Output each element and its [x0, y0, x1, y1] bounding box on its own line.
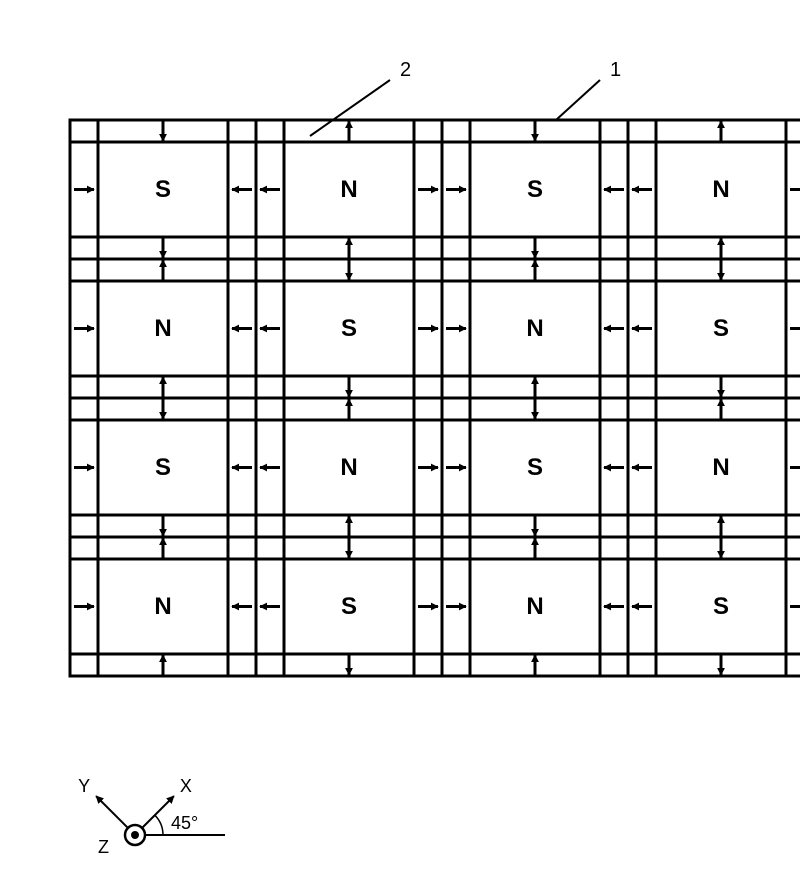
- pole-label: N: [154, 593, 171, 620]
- pole-label: N: [340, 176, 357, 203]
- pole-label: S: [155, 176, 171, 203]
- axis-label: X: [180, 776, 192, 796]
- axis-indicator: X Y Z 45°: [78, 776, 225, 857]
- callout-label: 2: [400, 59, 411, 81]
- pole-label: S: [713, 315, 729, 342]
- pole-label: N: [526, 315, 543, 342]
- pole-label: N: [526, 593, 543, 620]
- pole-label: N: [712, 454, 729, 481]
- pole-label: N: [154, 315, 171, 342]
- callout-label: 1: [610, 59, 621, 81]
- axis-label: 45°: [171, 813, 198, 833]
- callout: 2: [310, 59, 411, 136]
- axis-label: Y: [78, 776, 90, 796]
- pole-label: S: [341, 315, 357, 342]
- callout: 1: [556, 59, 621, 120]
- axis-label: Z: [98, 837, 109, 857]
- pole-label: N: [340, 454, 357, 481]
- pole-label: S: [713, 593, 729, 620]
- magnet-array-grid: [70, 120, 800, 676]
- pole-label: S: [155, 454, 171, 481]
- pole-label: S: [341, 593, 357, 620]
- pole-label: N: [712, 176, 729, 203]
- pole-label: S: [527, 176, 543, 203]
- pole-label: S: [527, 454, 543, 481]
